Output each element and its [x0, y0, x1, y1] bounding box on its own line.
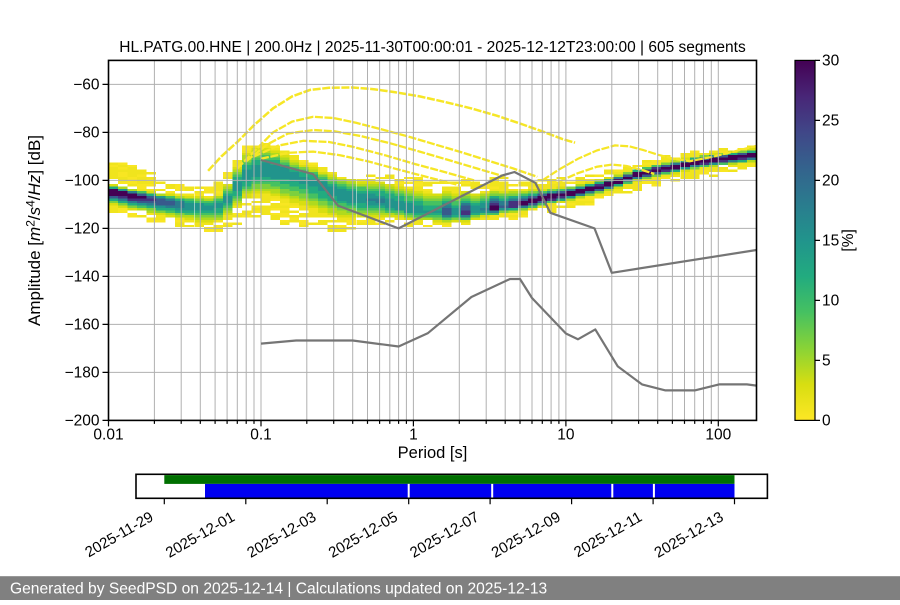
svg-text:−60: −60: [73, 77, 100, 94]
svg-text:Generated by SeedPSD on 2025-1: Generated by SeedPSD on 2025-12-14 | Cal…: [10, 581, 547, 598]
svg-text:Period [s]: Period [s]: [398, 444, 468, 462]
svg-text:−160: −160: [65, 317, 100, 334]
svg-text:25: 25: [822, 113, 839, 130]
svg-text:HL.PATG.00.HNE | 200.0Hz | 202: HL.PATG.00.HNE | 200.0Hz | 2025-11-30T00…: [119, 39, 746, 56]
svg-text:[%]: [%]: [840, 229, 857, 251]
svg-text:5: 5: [822, 353, 831, 370]
svg-text:10: 10: [822, 293, 840, 310]
svg-text:Amplitude [m2/s4/Hz] [dB]: Amplitude [m2/s4/Hz] [dB]: [24, 135, 45, 326]
svg-text:−200: −200: [65, 413, 100, 430]
svg-text:15: 15: [822, 233, 839, 250]
svg-text:30: 30: [822, 53, 840, 70]
svg-text:−80: −80: [73, 125, 100, 142]
svg-text:−140: −140: [65, 269, 100, 286]
svg-text:100: 100: [705, 426, 731, 443]
svg-text:0: 0: [822, 413, 831, 430]
svg-text:−100: −100: [65, 173, 100, 190]
svg-text:10: 10: [557, 426, 575, 443]
svg-text:1: 1: [409, 426, 418, 443]
svg-text:20: 20: [822, 173, 840, 190]
svg-text:−180: −180: [65, 365, 100, 382]
svg-text:−120: −120: [65, 221, 100, 238]
svg-text:0.01: 0.01: [93, 426, 123, 443]
svg-text:0.1: 0.1: [250, 426, 272, 443]
